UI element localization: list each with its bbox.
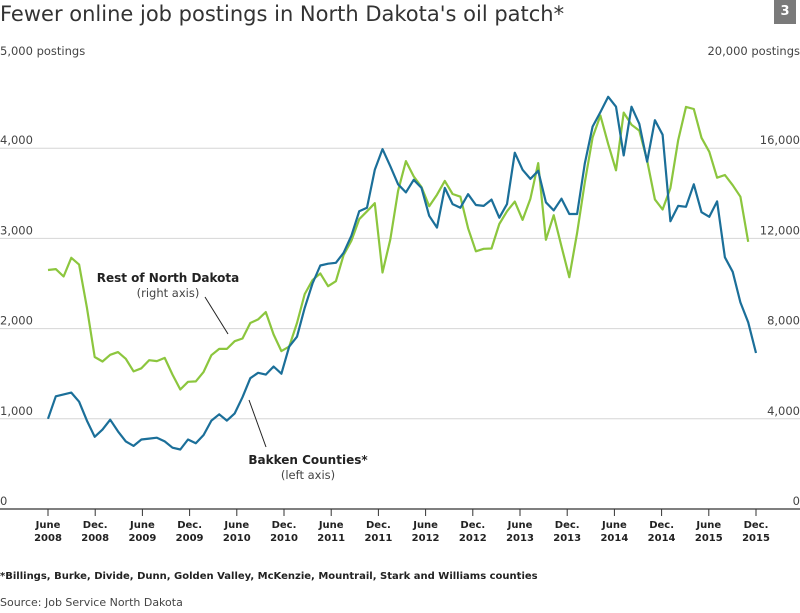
x-tick-label-period: Dec. [83,520,108,531]
gridlines [0,147,800,420]
x-tick-label-period: June [695,520,721,531]
right-tick-label: 8,000 [767,314,800,328]
bakken-counties-line [46,95,758,451]
x-tick-label-period: Dec. [272,520,297,531]
x-tick-label-period: Dec. [366,520,391,531]
left-axis-ticks: 4,000 3,000 2,000 1,000 0 [0,133,33,508]
chart-number-badge: 3 [774,0,796,24]
x-tick-label-year: 2013 [506,533,534,544]
x-tick-label-period: Dec. [460,520,485,531]
bakken-series-label: Bakken Counties* [248,453,368,467]
chart-title: Fewer online job postings in North Dakot… [0,2,565,26]
x-tick-label-year: 2012 [459,533,487,544]
x-tick-label-year: 2011 [317,533,345,544]
right-axis-top-label: 20,000 postings [707,44,800,58]
right-axis-ticks: 16,000 12,000 8,000 4,000 0 [760,133,800,508]
x-tick-label-year: 2014 [648,533,676,544]
x-tick-label-year: 2008 [81,533,109,544]
left-tick-label: 0 [0,494,7,508]
rest-of-north-dakota-line [47,105,750,391]
right-tick-label: 4,000 [767,404,800,418]
x-tick-label-period: June [412,520,438,531]
x-tick-label-year: 2010 [270,533,298,544]
x-tick-label-year: 2015 [695,533,723,544]
left-axis-top-label: 5,000 postings [0,44,85,58]
left-tick-label: 4,000 [0,133,33,147]
rest-series-pointer [204,296,229,335]
left-tick-label: 3,000 [0,223,33,237]
x-tick-label-period: Dec. [649,520,674,531]
x-tick-label-year: 2014 [600,533,628,544]
footnote: *Billings, Burke, Divide, Dunn, Golden V… [0,571,538,582]
right-tick-label: 12,000 [760,223,800,237]
series-lines [46,95,758,451]
x-tick-label-period: Dec. [555,520,580,531]
rest-series-axis-note: (right axis) [137,286,200,300]
x-tick-label-year: 2015 [742,533,770,544]
x-tick-label-period: June [318,520,344,531]
x-tick-label-year: 2010 [223,533,251,544]
x-tick-label-year: 2009 [128,533,156,544]
left-tick-label: 2,000 [0,314,33,328]
right-tick-label: 16,000 [760,133,800,147]
x-tick-label-year: 2013 [553,533,581,544]
x-tick-label-year: 2008 [34,533,62,544]
x-tick-label-period: June [129,520,155,531]
left-tick-label: 1,000 [0,404,33,418]
right-tick-label: 0 [793,494,800,508]
x-tick-label-year: 2009 [176,533,204,544]
x-tick-label-period: June [601,520,627,531]
x-tick-label-period: June [223,520,249,531]
x-tick-label-year: 2012 [412,533,440,544]
rest-series-label: Rest of North Dakota [97,271,240,285]
x-tick-label-year: 2011 [364,533,392,544]
bakken-series-pointer [248,399,267,448]
bakken-series-axis-note: (left axis) [281,468,335,482]
x-tick-label-period: June [507,520,533,531]
x-axis: June 2008 Dec. 2008 June 2009 Dec. 2009 June 2010… [0,508,800,544]
x-tick-label-period: June [35,520,61,531]
source-note: Source: Job Service North Dakota [0,596,183,609]
x-tick-label-period: Dec. [744,520,769,531]
x-tick-label-period: Dec. [177,520,202,531]
